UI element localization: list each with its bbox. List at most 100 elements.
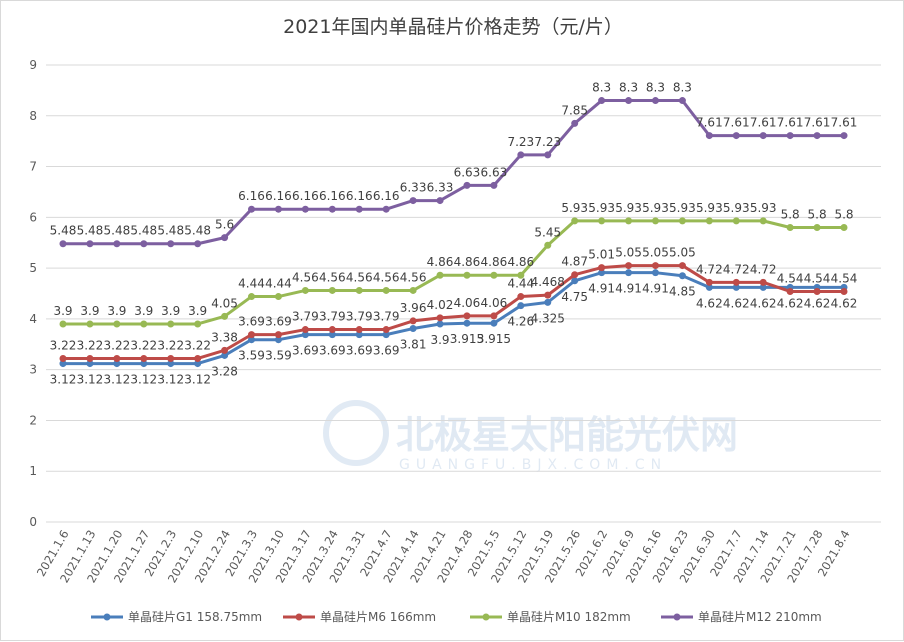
data-label: 5.93 xyxy=(588,201,615,215)
data-point xyxy=(786,132,794,140)
data-point xyxy=(732,278,740,286)
data-label: 4.91 xyxy=(588,282,615,296)
data-point xyxy=(490,181,498,189)
legend-marker xyxy=(295,613,303,621)
data-point xyxy=(167,360,175,368)
data-point xyxy=(759,283,767,291)
data-label: 5.45 xyxy=(534,225,561,239)
data-point xyxy=(274,331,282,339)
chart-title: 2021年国内单晶硅片价格走势（元/片） xyxy=(283,16,623,38)
data-point xyxy=(544,241,552,249)
data-label: 3.96 xyxy=(400,301,427,315)
data-point xyxy=(625,262,633,270)
data-point xyxy=(301,205,309,213)
data-point xyxy=(86,240,94,248)
data-point xyxy=(328,326,336,334)
data-point xyxy=(274,205,282,213)
data-label: 5.6 xyxy=(215,218,234,232)
legend-label: 单晶硅片G1 158.75mm xyxy=(128,610,262,624)
data-label: 4.56 xyxy=(373,270,400,284)
data-point xyxy=(625,97,633,105)
data-point xyxy=(813,132,821,140)
data-label: 4.05 xyxy=(211,296,238,310)
data-point xyxy=(571,217,579,225)
series-1: 3.22 3.22 3.22 3.22 3.22 3.223.383.69 3.69 3.79… xyxy=(50,246,857,362)
data-point xyxy=(436,271,444,279)
data-label: 4.62 xyxy=(696,296,723,310)
data-point xyxy=(382,326,390,334)
data-label: 4.44 xyxy=(507,277,534,291)
data-label: 4.87 xyxy=(561,255,588,269)
data-point xyxy=(544,151,552,159)
data-label: 3.22 xyxy=(104,338,131,352)
data-label: 4.02 xyxy=(427,298,454,312)
data-point xyxy=(463,181,471,189)
y-tick-label: 1 xyxy=(29,464,37,478)
data-label: 3.59 xyxy=(238,349,265,363)
watermark-url: GUANGFU.BJX.COM.CN xyxy=(399,457,667,473)
data-point xyxy=(651,269,659,277)
data-point xyxy=(490,271,498,279)
data-point xyxy=(759,217,767,225)
data-point xyxy=(409,197,417,205)
data-point xyxy=(678,272,686,280)
data-point xyxy=(113,354,121,362)
data-label: 7.23 xyxy=(534,135,561,149)
data-label: 3.12 xyxy=(77,373,104,387)
data-point xyxy=(598,217,606,225)
data-label: 7.61 xyxy=(831,116,858,130)
data-point xyxy=(598,264,606,272)
series-line xyxy=(63,219,844,326)
data-label: 3.915 xyxy=(477,332,511,346)
data-point xyxy=(625,217,633,225)
data-label: 4.06 xyxy=(454,296,481,310)
data-label: 7.61 xyxy=(804,116,831,130)
data-point xyxy=(355,286,363,294)
data-point xyxy=(651,217,659,225)
data-label: 4.62 xyxy=(831,296,858,310)
data-point xyxy=(840,223,848,231)
data-point xyxy=(355,331,363,339)
data-label: 5.48 xyxy=(77,224,104,238)
data-label: 3.69 xyxy=(265,315,292,329)
data-point xyxy=(221,346,229,354)
data-point xyxy=(463,312,471,320)
series-line xyxy=(63,264,844,360)
data-label: 4.468 xyxy=(531,275,565,289)
data-point xyxy=(194,240,202,248)
data-label: 4.26 xyxy=(507,315,534,329)
data-point xyxy=(140,320,148,328)
data-label: 4.56 xyxy=(292,270,319,284)
data-label: 3.69 xyxy=(319,344,346,358)
data-point xyxy=(59,240,67,248)
data-label: 3.9 xyxy=(188,304,207,318)
data-label: 5.93 xyxy=(615,201,642,215)
legend-marker xyxy=(103,613,111,621)
data-point xyxy=(140,354,148,362)
data-label: 3.9 xyxy=(430,333,449,347)
data-label: 4.91 xyxy=(642,282,669,296)
data-label: 4.72 xyxy=(696,262,723,276)
series-0: 3.12 3.12 3.12 3.12 3.12 3.123.283.59 3.59 3.69… xyxy=(50,269,858,387)
data-point xyxy=(221,234,229,242)
data-point xyxy=(544,291,552,299)
data-point xyxy=(328,205,336,213)
data-point xyxy=(598,97,606,105)
data-label: 4.85 xyxy=(669,285,696,299)
data-point xyxy=(59,360,67,368)
data-point xyxy=(705,278,713,286)
data-label: 5.01 xyxy=(588,248,615,262)
data-point xyxy=(705,283,713,291)
data-point xyxy=(759,278,767,286)
data-label: 7.23 xyxy=(507,135,534,149)
data-point xyxy=(328,331,336,339)
data-label: 3.12 xyxy=(104,373,131,387)
data-label: 4.62 xyxy=(750,296,777,310)
watermark-name: 北极星太阳能光伏网 xyxy=(396,413,738,457)
data-label: 3.22 xyxy=(157,338,184,352)
data-point xyxy=(382,286,390,294)
data-point xyxy=(544,298,552,306)
data-label: 3.79 xyxy=(319,310,346,324)
